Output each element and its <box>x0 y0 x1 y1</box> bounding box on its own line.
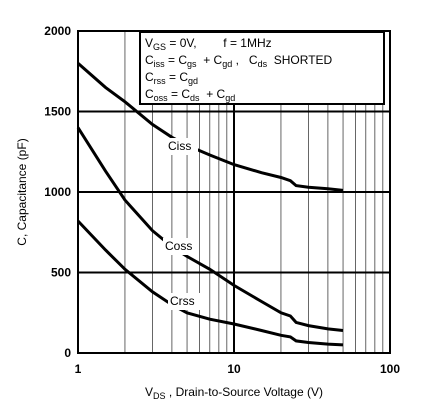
text-part: ds <box>190 93 200 103</box>
y-tick-label: 1500 <box>44 105 71 119</box>
series-line <box>77 62 344 192</box>
series-label: Ciss <box>168 139 191 153</box>
legend-line: Ciss = Cgs + Cgd , Cds SHORTED <box>145 53 333 69</box>
y-tick-label: 1000 <box>44 185 71 199</box>
x-tick-label: 1 <box>75 362 82 376</box>
text-part: gd <box>222 59 232 69</box>
legend-line: Coss = Cds + Cgd <box>145 87 235 103</box>
series-line <box>76 126 344 332</box>
text-part: , C <box>232 53 258 67</box>
text-part: GS <box>153 42 166 52</box>
text-part: C <box>145 87 154 101</box>
text-part: gd <box>225 93 235 103</box>
text-part: + C <box>200 87 226 101</box>
text-part: gs <box>187 59 197 69</box>
text-part: ds <box>258 59 268 69</box>
text-part: SHORTED <box>267 53 332 67</box>
series-label: Crss <box>170 294 195 308</box>
y-tick-label: 500 <box>51 266 71 280</box>
series-line <box>76 219 344 347</box>
text-part: , Drain-to-Source Voltage (V) <box>166 385 323 399</box>
legend-line: VGS = 0V, f = 1MHz <box>145 36 272 52</box>
series-label-bg <box>166 138 198 155</box>
text-part: = C <box>165 53 188 67</box>
text-part: C <box>145 53 154 67</box>
series-label-bg <box>163 238 195 255</box>
y-tick-label: 2000 <box>44 24 71 38</box>
text-part: rss <box>154 76 166 86</box>
y-tick-label: 0 <box>64 346 71 360</box>
text-part: DS <box>153 391 166 401</box>
series-label: Coss <box>165 239 192 253</box>
text-part: = C <box>168 87 191 101</box>
legend-line: Crss = Cgd <box>145 70 198 86</box>
text-part: gd <box>188 76 198 86</box>
x-tick-label: 10 <box>227 362 241 376</box>
text-part: = C <box>166 70 189 84</box>
text-part: V <box>145 385 153 399</box>
x-axis-label: VDS , Drain-to-Source Voltage (V) <box>145 385 323 401</box>
text-part: + C <box>197 53 223 67</box>
text-part: V <box>145 36 153 50</box>
x-tick-label: 100 <box>380 362 400 376</box>
y-axis-label: C, Capacitance (pF) <box>15 138 29 245</box>
legend-box <box>139 31 385 105</box>
text-part: oss <box>154 93 169 103</box>
text-part: C <box>145 70 154 84</box>
series-label-bg <box>168 293 200 310</box>
text-part: iss <box>154 59 165 69</box>
text-part: = 0V, f = 1MHz <box>166 36 272 50</box>
